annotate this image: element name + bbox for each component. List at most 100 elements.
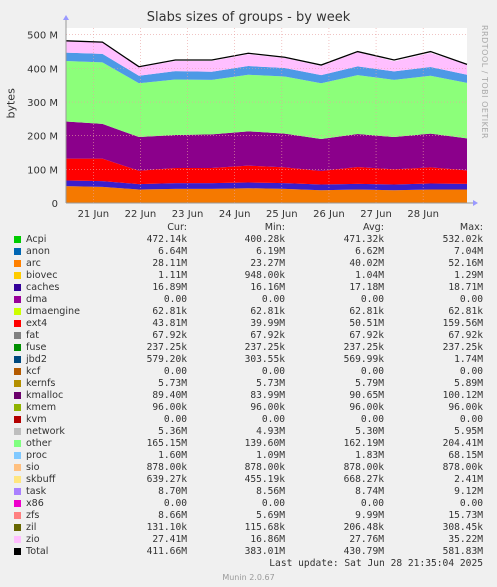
legend-value-max: 35.22M [448,534,483,545]
legend-row-dmaengine: dmaengine 62.81k 62.81k 62.81k 62.81k [0,306,497,318]
legend-label: dmaengine [26,306,81,317]
legend-value-cur: 0.00 [163,414,187,425]
last-update: Last update: Sat Jun 28 21:35:04 2025 [269,558,483,569]
legend-swatch [14,356,21,363]
legend-value-cur: 131.10k [146,522,187,533]
rrdtool-credit: RRDTOOL / TOBI OETIKER [480,25,489,140]
legend-value-min: 1.09M [256,450,285,461]
legend-value-min: 4.93M [256,426,285,437]
legend-value-min: 5.69M [256,510,285,521]
legend-value-max: 0.00 [459,498,483,509]
legend-value-min: 139.60M [244,438,285,449]
legend-value-cur: 6.64M [158,246,187,257]
legend-value-avg: 17.18M [349,282,384,293]
legend-value-cur: 0.00 [163,498,187,509]
legend-row-skbuff: skbuff 639.27k 455.19k 668.27k 2.41M [0,474,497,486]
legend-value-max: 15.73M [448,510,483,521]
x-tick-label: 23 Jun [172,209,204,220]
legend-value-min: 6.19M [256,246,285,257]
legend-value-min: 8.56M [256,486,285,497]
legend-label: ext4 [26,318,48,329]
legend-value-cur: 411.66M [146,546,187,557]
legend-header-avg: Avg: [362,222,384,233]
legend-value-cur: 96.00k [152,402,187,413]
total-line [65,40,468,68]
x-tick-label: 21 Jun [78,209,110,220]
legend-value-cur: 8.66M [158,510,187,521]
legend-row-acpi: Acpi 472.14k 400.28k 471.32k 532.02k [0,234,497,246]
y-axis-arrow [63,15,69,20]
legend-value-cur: 28.11M [152,258,187,269]
legend-value-max: 68.15M [448,450,483,461]
legend-swatch [14,488,21,495]
legend-value-max: 100.12M [442,390,483,401]
legend-label: zio [26,534,40,545]
legend-value-cur: 472.14k [146,234,187,245]
legend-value-min: 62.81k [250,306,285,317]
legend-row-zfs: zfs 8.66M 5.69M 9.99M 15.73M [0,510,497,522]
y-tick-label: 200 M [27,132,58,143]
legend-label: x86 [26,498,44,509]
area-zio [66,40,467,76]
legend-value-avg: 878.00k [343,462,384,473]
legend-value-max: 7.04M [454,246,483,257]
legend-value-avg: 9.99M [355,510,384,521]
legend-header-max: Max: [459,222,483,233]
legend-row-dma: dma 0.00 0.00 0.00 0.00 [0,294,497,306]
legend-swatch [14,500,21,507]
legend-swatch [14,512,21,519]
area-arc [66,186,467,203]
legend-value-max: 2.41M [454,474,483,485]
legend-value-max: 237.25k [442,342,483,353]
legend-label: jbd2 [26,354,47,365]
legend-value-min: 0.00 [261,366,285,377]
legend-value-avg: 50.51M [349,318,384,329]
legend-value-max: 5.95M [454,426,483,437]
legend-row-total: Total 411.66M 383.01M 430.79M 581.83M [0,546,497,558]
legend-row-ext4: ext4 43.81M 39.99M 50.51M 159.56M [0,318,497,330]
legend-label: skbuff [26,474,56,485]
legend-swatch [14,476,21,483]
legend-swatch [14,452,21,459]
legend-value-min: 96.00k [250,402,285,413]
x-tick-label: 22 Jun [125,209,157,220]
legend-label: anon [26,246,50,257]
legend-value-cur: 43.81M [152,318,187,329]
legend-swatch [14,284,21,291]
legend-value-max: 18.71M [448,282,483,293]
legend-row-arc: arc 28.11M 23.27M 40.02M 52.16M [0,258,497,270]
area-kmalloc [66,121,467,172]
legend-value-max: 159.56M [442,318,483,329]
legend-value-cur: 62.81k [152,306,187,317]
legend-row-caches: caches 16.89M 16.16M 17.18M 18.71M [0,282,497,294]
legend-label: zfs [26,510,40,521]
legend-value-min: 383.01M [244,546,285,557]
legend-row-kvm: kvm 0.00 0.00 0.00 0.00 [0,414,497,426]
x-tick-label: 24 Jun [219,209,251,220]
legend-value-avg: 1.83M [355,450,384,461]
legend-row-x86: x86 0.00 0.00 0.00 0.00 [0,498,497,510]
legend-label: proc [26,450,47,461]
legend-value-min: 5.73M [256,378,285,389]
chart-title: Slabs sizes of groups - by week [146,10,351,25]
legend-value-avg: 668.27k [343,474,384,485]
legend-value-max: 1.29M [454,270,483,281]
legend-value-max: 0.00 [459,294,483,305]
legend-value-cur: 16.89M [152,282,187,293]
legend-swatch [14,428,21,435]
legend-swatch [14,440,21,447]
legend-value-min: 948.00k [244,270,285,281]
area-caches [66,180,467,191]
legend-value-max: 0.00 [459,414,483,425]
legend-label: sio [26,462,40,473]
legend-value-avg: 96.00k [349,402,384,413]
legend-swatch [14,536,21,543]
legend-value-avg: 206.48k [343,522,384,533]
legend-label: kcf [26,366,41,377]
legend-value-min: 237.25k [244,342,285,353]
legend-value-avg: 90.65M [349,390,384,401]
legend-row-jbd2: jbd2 579.20k 303.55k 569.99k 1.74M [0,354,497,366]
legend-swatch [14,524,21,531]
legend-value-avg: 62.81k [349,306,384,317]
legend-value-cur: 67.92k [152,330,187,341]
